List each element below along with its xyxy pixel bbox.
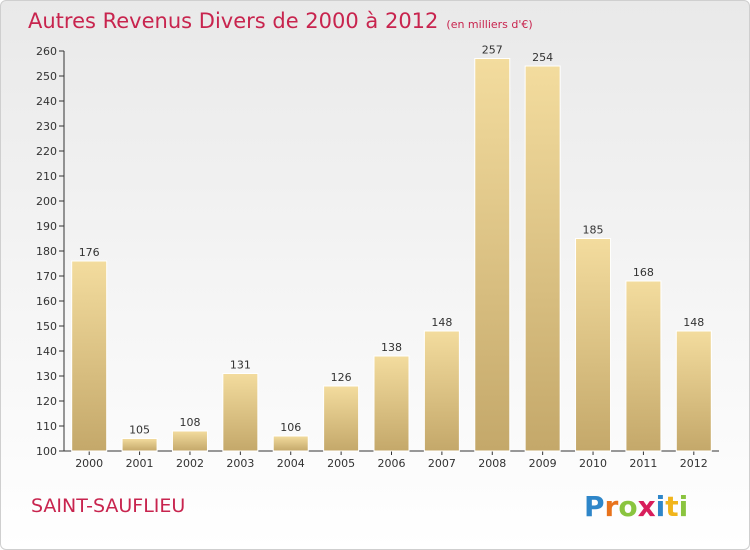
y-tick-label: 200 xyxy=(36,195,57,208)
bar xyxy=(423,330,460,452)
bar xyxy=(675,330,712,452)
x-tick-label: 2010 xyxy=(579,457,607,470)
bar-value-label: 106 xyxy=(280,421,301,434)
x-tick-label: 2009 xyxy=(529,457,557,470)
bar xyxy=(171,430,208,452)
y-tick-label: 240 xyxy=(36,95,57,108)
y-tick-label: 140 xyxy=(36,345,57,358)
y-tick-label: 150 xyxy=(36,320,57,333)
bar xyxy=(474,58,511,452)
y-tick-label: 260 xyxy=(36,45,57,58)
y-tick-label: 160 xyxy=(36,295,57,308)
x-tick-label: 2005 xyxy=(327,457,355,470)
bar xyxy=(272,435,309,452)
bar-value-label: 185 xyxy=(583,224,604,237)
svg-text:Proxiti: Proxiti xyxy=(584,490,688,523)
bar-value-label: 257 xyxy=(482,44,503,57)
axes: 100 110 120 130 140 150 160 170 180 190 200 210 220 2… xyxy=(36,45,719,470)
y-tick-label: 120 xyxy=(36,395,57,408)
bar xyxy=(625,280,662,452)
bar-value-label: 108 xyxy=(179,416,200,429)
bar-value-label: 148 xyxy=(683,316,704,329)
y-tick-label: 230 xyxy=(36,120,57,133)
x-tick-label: 2007 xyxy=(428,457,456,470)
x-tick-label: 2004 xyxy=(277,457,305,470)
x-tick-label: 2006 xyxy=(378,457,406,470)
y-tick-label: 110 xyxy=(36,420,57,433)
bar xyxy=(575,238,612,452)
y-tick-label: 220 xyxy=(36,145,57,158)
town-name: SAINT-SAUFLIEU xyxy=(31,495,186,517)
bar xyxy=(524,65,561,452)
bar-value-label: 126 xyxy=(331,371,352,384)
x-tick-label: 2008 xyxy=(478,457,506,470)
bar-value-label: 138 xyxy=(381,341,402,354)
y-tick-label: 100 xyxy=(36,445,57,458)
y-tick-label: 210 xyxy=(36,170,57,183)
y-tick-label: 130 xyxy=(36,370,57,383)
bar-value-label: 105 xyxy=(129,424,150,437)
bar-value-label: 148 xyxy=(431,316,452,329)
y-tick-label: 250 xyxy=(36,70,57,83)
x-tick-label: 2001 xyxy=(126,457,154,470)
x-tick-label: 2003 xyxy=(226,457,254,470)
bar-value-label: 131 xyxy=(230,359,251,372)
chart-subtitle: (en milliers d'€) xyxy=(446,18,533,31)
bar xyxy=(373,355,410,452)
bar xyxy=(71,260,108,452)
bar-value-label: 254 xyxy=(532,51,553,64)
bar xyxy=(323,385,360,452)
x-tick-label: 2000 xyxy=(75,457,103,470)
bar-value-label: 168 xyxy=(633,266,654,279)
y-tick-label: 180 xyxy=(36,245,57,258)
bar xyxy=(121,438,158,452)
bars xyxy=(71,58,712,452)
x-tick-label: 2011 xyxy=(629,457,657,470)
bar-value-label: 176 xyxy=(79,246,100,259)
bar xyxy=(222,373,259,452)
chart-title: Autres Revenus Divers de 2000 à 2012 (en … xyxy=(28,9,533,33)
y-tick-label: 170 xyxy=(36,270,57,283)
chart-title-main: Autres Revenus Divers de 2000 à 2012 xyxy=(28,9,439,33)
x-tick-label: 2012 xyxy=(680,457,708,470)
data-labels: 176 105 108 131 106 126 138 148 257 254 185 168 148 xyxy=(79,44,705,437)
proxiti-logo[interactable]: Proxiti xyxy=(584,485,704,525)
y-tick-label: 190 xyxy=(36,220,57,233)
x-tick-label: 2002 xyxy=(176,457,204,470)
